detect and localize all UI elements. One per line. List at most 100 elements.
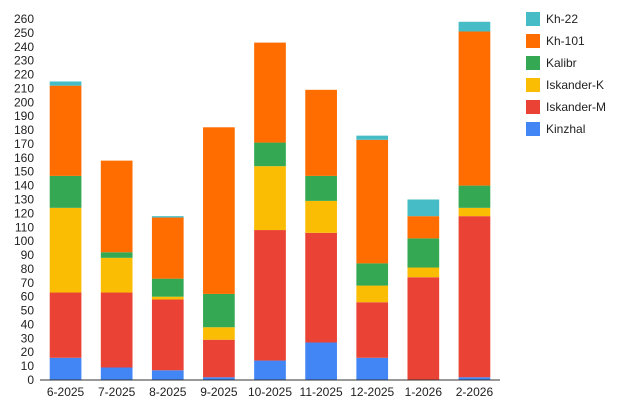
bar-segment-kalibr: [254, 142, 286, 167]
bar-segment-kinzhal: [49, 357, 82, 380]
y-tick-label: 200: [14, 95, 34, 109]
bar-segment-kalibr: [203, 293, 235, 328]
bar-segment-kh-101: [356, 139, 389, 264]
y-tick-label: 20: [21, 345, 35, 359]
bar-segment-kh-101: [203, 127, 235, 294]
y-tick-label: 100: [14, 234, 34, 248]
bar-segment-kalibr: [407, 238, 440, 268]
bar-segment-iskander-m: [151, 299, 184, 371]
bar-segment-kinzhal: [100, 367, 133, 380]
legend-swatch: [526, 78, 540, 92]
bar-segment-kh-101: [151, 217, 184, 279]
bar-segment-kinzhal: [305, 342, 337, 380]
bar-segment-kh-22: [356, 135, 389, 140]
bar-segment-kalibr: [305, 175, 337, 201]
bar-segment-iskander-m: [49, 292, 82, 358]
y-tick-label: 230: [14, 54, 34, 68]
bar-segment-kinzhal: [254, 360, 286, 380]
bar-segment-iskander-m: [203, 339, 235, 378]
y-axis: 0102030405060708090100110120130140150160…: [14, 12, 34, 387]
bar-segment-iskander-k: [458, 207, 491, 217]
bar-segment-kalibr: [151, 278, 184, 297]
bar-segment-kinzhal: [151, 370, 184, 380]
y-tick-label: 30: [21, 331, 35, 345]
bar-segment-kalibr: [458, 185, 491, 208]
y-tick-label: 10: [21, 359, 35, 373]
x-tick-label: 2-2026: [456, 385, 494, 399]
bar-segment-iskander-k: [100, 257, 133, 293]
bar-area: [49, 21, 491, 380]
legend-swatch: [526, 56, 540, 70]
y-tick-label: 190: [14, 109, 34, 123]
x-tick-label: 12-2025: [350, 385, 394, 399]
bar-segment-kalibr: [356, 263, 389, 286]
legend: Kh-22 Kh-101 Kalibr Iskander-K Iskander-M Kin…: [526, 12, 606, 136]
legend-label: Iskander-K: [546, 78, 604, 92]
y-tick-label: 150: [14, 165, 34, 179]
legend-swatch: [526, 122, 540, 136]
y-tick-label: 70: [21, 276, 35, 290]
bar-segment-iskander-k: [151, 296, 184, 300]
y-tick-label: 90: [21, 248, 35, 262]
bar-segment-iskander-k: [203, 327, 235, 340]
legend-label: Kh-101: [546, 34, 585, 48]
y-tick-label: 120: [14, 206, 34, 220]
bar-segment-kalibr: [100, 252, 133, 258]
bar-segment-iskander-k: [254, 166, 286, 231]
bar-segment-iskander-m: [458, 216, 491, 378]
legend-label: Kinzhal: [546, 122, 585, 136]
legend-swatch: [526, 34, 540, 48]
x-tick-label: 6-2025: [47, 385, 85, 399]
x-tick-label: 1-2026: [405, 385, 443, 399]
bar-segment-iskander-k: [305, 200, 337, 233]
bar-segment-iskander-m: [254, 230, 286, 361]
bar-segment-kh-101: [305, 89, 337, 176]
legend-label: Kalibr: [546, 56, 577, 70]
bar-segment-iskander-k: [407, 267, 440, 278]
y-tick-label: 220: [14, 68, 34, 82]
y-tick-label: 240: [14, 40, 34, 54]
x-tick-label: 8-2025: [149, 385, 187, 399]
legend-label: Iskander-M: [546, 100, 606, 114]
x-tick-label: 9-2025: [200, 385, 238, 399]
legend-label: Kh-22: [546, 12, 578, 26]
bar-segment-iskander-m: [305, 232, 337, 343]
x-axis: 6-2025 7-2025 8-2025 9-2025 10-2025 11-2025 12…: [40, 379, 500, 399]
bar-segment-iskander-m: [407, 277, 440, 380]
y-tick-label: 170: [14, 137, 34, 151]
bar-segment-iskander-m: [100, 292, 133, 368]
bar-segment-kh-22: [458, 21, 491, 32]
y-tick-label: 180: [14, 123, 34, 137]
bar-segment-kinzhal: [458, 377, 491, 380]
bar-segment-iskander-k: [49, 207, 82, 293]
bar-segment-kh-101: [458, 31, 491, 186]
bar-segment-iskander-k: [356, 285, 389, 303]
legend-swatch: [526, 100, 540, 114]
bar-segment-kh-22: [49, 81, 82, 86]
bar-segment-kh-101: [254, 42, 286, 143]
legend-swatch: [526, 12, 540, 26]
y-tick-label: 130: [14, 193, 34, 207]
x-tick-label: 10-2025: [248, 385, 292, 399]
y-tick-label: 210: [14, 81, 34, 95]
y-tick-label: 260: [14, 12, 34, 26]
bar-segment-kh-22: [407, 199, 440, 217]
bar-segment-kinzhal: [203, 377, 235, 380]
y-tick-label: 80: [21, 262, 35, 276]
bar-segment-kalibr: [49, 175, 82, 208]
x-tick-label: 11-2025: [300, 385, 343, 399]
bar-segment-kinzhal: [356, 357, 389, 380]
x-tick-label: 7-2025: [98, 385, 136, 399]
bar-segment-kh-101: [100, 160, 133, 253]
y-tick-label: 0: [27, 373, 34, 387]
bar-segment-kh-101: [49, 85, 82, 176]
y-tick-label: 60: [21, 290, 35, 304]
bar-segment-iskander-m: [356, 302, 389, 358]
y-tick-label: 160: [14, 151, 34, 165]
bar-segment-kh-101: [407, 216, 440, 239]
y-tick-label: 110: [15, 220, 34, 234]
y-tick-label: 140: [14, 179, 34, 193]
bar-segment-kh-22: [151, 216, 184, 218]
